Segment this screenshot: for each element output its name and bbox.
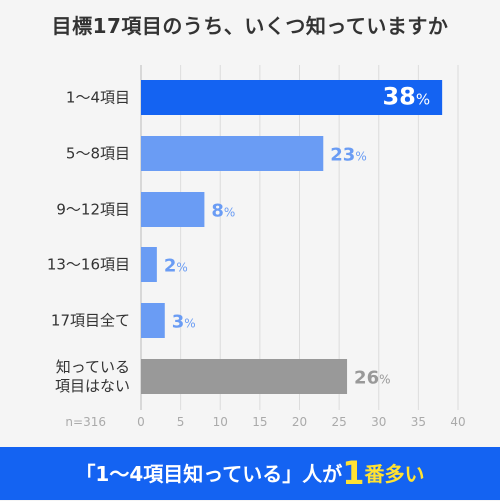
bar xyxy=(141,136,324,171)
bar xyxy=(141,359,348,394)
x-tick-label: 5 xyxy=(177,415,185,429)
bar-chart: 1〜4項目5〜8項目9〜12項目13〜16項目17項目全て知っている項目はない … xyxy=(47,65,466,429)
value-label: 26% xyxy=(354,368,390,389)
bar xyxy=(141,303,165,338)
grid-lines xyxy=(140,65,459,410)
sample-size-note: n=316 xyxy=(65,415,106,429)
category-label: 17項目全て xyxy=(51,312,130,330)
value-label: 2% xyxy=(164,256,188,277)
footer-banner: 「1〜4項目知っている」人が1番多い xyxy=(0,447,500,500)
bar xyxy=(141,192,205,227)
category-label: 知っている項目はない xyxy=(55,358,130,395)
x-tick-label: 30 xyxy=(371,415,386,429)
footer-highlight-number: 1 xyxy=(342,454,365,492)
value-label: 23% xyxy=(330,145,366,166)
x-tick-label: 20 xyxy=(292,415,307,429)
footer-text: 「1〜4項目知っている」人が xyxy=(75,462,343,486)
x-tick-label: 15 xyxy=(252,415,267,429)
bar xyxy=(141,247,157,282)
x-tick-label: 25 xyxy=(331,415,346,429)
value-labels: 38% 23% 8% 2% 3% 26% xyxy=(164,83,430,389)
value-label: 38% xyxy=(382,83,430,111)
value-label: 8% xyxy=(211,201,235,222)
bar xyxy=(141,80,443,115)
category-label: 5〜8項目 xyxy=(66,145,130,163)
category-label: 13〜16項目 xyxy=(47,256,130,274)
bars xyxy=(141,80,443,394)
x-tick-label: 35 xyxy=(411,415,426,429)
chart-title: 目標17項目のうち、いくつ知っていますか xyxy=(51,14,449,38)
x-tick-label: 0 xyxy=(137,415,145,429)
footer-highlight-text: 番多い xyxy=(364,462,425,486)
x-tick-labels: 0 5 10 15 20 25 30 35 40 xyxy=(137,415,465,429)
category-label: 9〜12項目 xyxy=(56,201,130,219)
value-label: 3% xyxy=(172,312,196,333)
x-tick-label: 10 xyxy=(213,415,228,429)
x-tick-label: 40 xyxy=(450,415,465,429)
category-label: 1〜4項目 xyxy=(66,89,130,107)
